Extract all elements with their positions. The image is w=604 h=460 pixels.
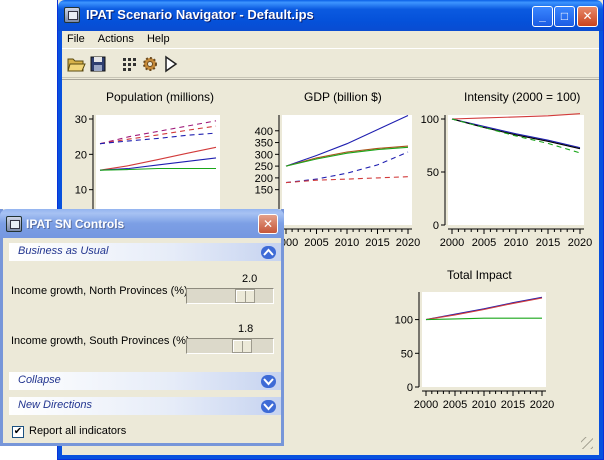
total-impact-chart-title: Total Impact <box>447 268 512 282</box>
south-income-slider[interactable] <box>186 338 274 354</box>
x-tick-label: 2005 <box>304 237 328 249</box>
section-label: Business as Usual <box>18 245 109 257</box>
x-tick-label: 2020 <box>568 237 592 249</box>
population-series-line <box>99 125 217 145</box>
slider-thumb[interactable] <box>232 339 252 353</box>
south-income-value: 1.8 <box>238 323 254 335</box>
y-tick-label: 350 <box>255 138 273 150</box>
window-title: IPAT Scenario Navigator - Default.ips <box>86 7 314 22</box>
minimize-button[interactable]: _ <box>532 6 553 27</box>
main-window: IPAT Scenario Navigator - Default.ips _ … <box>57 0 604 460</box>
y-tick-label: 30 <box>75 114 87 126</box>
menu-file[interactable]: File <box>67 33 85 45</box>
menu-actions[interactable]: Actions <box>97 33 134 45</box>
controls-title: IPAT SN Controls <box>26 217 125 231</box>
collapse-up-icon[interactable] <box>261 246 276 259</box>
controls-app-icon <box>6 216 22 232</box>
controls-close-button[interactable]: ✕ <box>258 214 278 234</box>
y-tick-label: 200 <box>255 173 273 185</box>
controls-window: IPAT SN Controls ✕ Business as Usual Inc… <box>0 209 284 446</box>
gdp-series-line <box>285 151 409 184</box>
population-chart: 30 20 10 <box>75 114 220 225</box>
y-tick-label: 0 <box>407 382 413 394</box>
population-series-line <box>99 120 217 145</box>
population-series-line <box>99 146 217 171</box>
section-label: Collapse <box>18 374 61 386</box>
expand-down-icon[interactable] <box>261 375 276 388</box>
x-tick-label: 2010 <box>504 237 528 249</box>
x-tick-label: 2015 <box>365 237 389 249</box>
y-tick-label: 10 <box>75 185 87 197</box>
y-tick-label: 400 <box>255 126 273 138</box>
title-bar[interactable]: IPAT Scenario Navigator - Default.ips _ … <box>58 0 603 31</box>
x-tick-label: 2010 <box>335 237 359 249</box>
y-tick-label: 250 <box>255 161 273 173</box>
south-income-label: Income growth, South Provinces (%) <box>11 335 190 347</box>
plot-background <box>282 115 412 225</box>
plot-background <box>448 115 584 225</box>
y-tick-label: 150 <box>255 185 273 197</box>
y-tick-label: 20 <box>75 149 87 161</box>
y-tick-label: 50 <box>427 167 439 179</box>
controls-title-bar[interactable]: IPAT SN Controls ✕ <box>0 209 284 238</box>
x-tick-label: 2015 <box>536 237 560 249</box>
y-tick-label: 100 <box>421 114 439 126</box>
section-label: New Directions <box>18 399 92 411</box>
total_impact-series-line <box>425 297 543 321</box>
open-folder-icon[interactable] <box>66 54 86 74</box>
section-business-as-usual[interactable]: Business as Usual <box>9 243 281 261</box>
intensity-series-line <box>451 118 581 149</box>
x-tick-label: 2020 <box>530 399 554 411</box>
section-new-directions[interactable]: New Directions <box>9 397 281 415</box>
x-tick-label: 2005 <box>472 237 496 249</box>
north-income-label: Income growth, North Provinces (%) <box>11 285 188 297</box>
save-icon[interactable] <box>88 54 108 74</box>
x-tick-label: 2000 <box>440 237 464 249</box>
x-tick-label: 2010 <box>472 399 496 411</box>
population-series-line <box>99 132 217 145</box>
x-tick-label: 2015 <box>501 399 525 411</box>
intensity-series-line <box>451 118 581 154</box>
intensity-series-line <box>451 113 581 120</box>
app-icon <box>64 7 80 23</box>
gdp-series-line <box>285 176 409 184</box>
x-tick-label: 2005 <box>443 399 467 411</box>
toolbar <box>62 50 599 78</box>
gdp-series-line <box>285 145 409 167</box>
y-tick-label: 100 <box>395 315 413 327</box>
x-tick-label: 2020 <box>396 237 420 249</box>
maximize-button[interactable]: □ <box>554 6 575 27</box>
close-button[interactable]: ✕ <box>577 6 598 27</box>
section-collapse[interactable]: Collapse <box>9 372 281 390</box>
gear-icon[interactable] <box>140 54 160 74</box>
population-chart-title: Population (millions) <box>106 90 215 104</box>
report-all-checkbox[interactable]: ✔ <box>12 426 24 438</box>
report-all-label: Report all indicators <box>29 425 127 437</box>
y-tick-label: 0 <box>433 220 439 232</box>
y-tick-label: 300 <box>255 149 273 161</box>
play-icon[interactable] <box>160 54 180 74</box>
population-series-line <box>99 157 217 171</box>
plot-background <box>422 292 546 387</box>
total_impact-series-line <box>425 317 542 321</box>
gdp-series-line <box>285 115 409 167</box>
grid-icon[interactable] <box>120 54 140 74</box>
x-tick-label: 2000 <box>414 399 438 411</box>
y-tick-label: 50 <box>401 348 413 360</box>
expand-down-icon[interactable] <box>261 400 276 413</box>
menu-help[interactable]: Help <box>146 33 170 45</box>
menu-bar: File Actions Help <box>62 31 599 49</box>
north-income-slider[interactable] <box>186 288 274 304</box>
north-income-value: 2.0 <box>242 273 258 285</box>
gdp-chart-title: GDP (billion $) <box>304 90 382 104</box>
population-series-line <box>99 167 216 171</box>
gdp-series-line <box>285 146 409 167</box>
intensity-chart-title: Intensity (2000 = 100) <box>464 90 581 104</box>
resize-grip[interactable] <box>581 437 593 449</box>
slider-thumb[interactable] <box>235 289 255 303</box>
